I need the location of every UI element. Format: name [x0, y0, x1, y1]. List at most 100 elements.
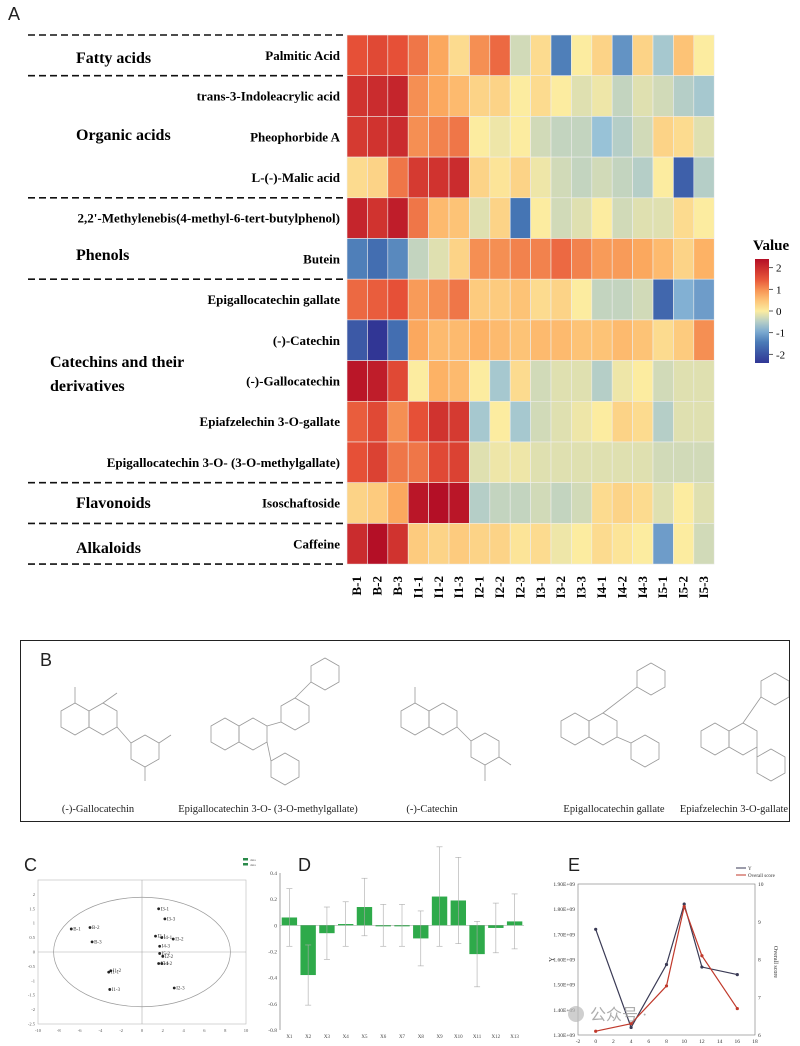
heatmap-cell	[428, 156, 450, 199]
heatmap-cell	[530, 278, 552, 321]
heatmap-cell	[346, 319, 368, 361]
molecule-structure-2	[210, 657, 340, 786]
scatter-point	[88, 926, 92, 929]
series-point	[735, 1006, 739, 1011]
heatmap-cell	[530, 75, 552, 117]
point-label: I4-3	[162, 945, 171, 950]
scatter-point	[157, 907, 161, 911]
x-tick-label: X13	[510, 1035, 519, 1040]
heatmap-cell	[367, 278, 389, 321]
heatmap-cell	[673, 360, 695, 402]
heatmap-cell	[591, 482, 613, 524]
heatmap-cell	[571, 34, 593, 77]
heatmap-cell	[489, 156, 511, 199]
y-tick-label: 1.40E+09	[553, 1008, 575, 1014]
heatmap-cell	[509, 360, 531, 402]
heatmap-cell	[632, 360, 654, 402]
series-point	[594, 927, 598, 931]
point-label: I2-2	[165, 955, 174, 960]
heatmap-cell	[591, 319, 613, 361]
heatmap-cell	[489, 441, 511, 484]
y-tick-label: -2	[31, 1007, 35, 1012]
group-label: Fatty acids	[76, 50, 151, 67]
heatmap-cell	[448, 360, 470, 402]
scatter-point	[172, 986, 176, 990]
x-tick-label: 4	[630, 1039, 633, 1045]
x-tick-label: X6	[380, 1035, 387, 1040]
panel-e-letter: E	[568, 855, 581, 875]
molecule-structure-1	[60, 687, 172, 781]
heatmap-cell	[550, 523, 572, 565]
heatmap-cell	[428, 360, 450, 402]
legend-label: data	[250, 863, 256, 867]
heatmap-cell	[530, 197, 552, 239]
y-tick-label: 1.5	[29, 906, 35, 911]
heatmap-cell	[693, 278, 715, 321]
series-point	[664, 962, 669, 967]
legend-tick-label: -2	[776, 349, 785, 361]
heatmap-cell	[387, 156, 409, 199]
heatmap-cell	[652, 34, 674, 77]
x-tick-label: 2	[162, 1028, 164, 1033]
heatmap-cell	[550, 197, 572, 239]
scatter-point	[90, 940, 94, 944]
panel-b-letter: B	[40, 650, 53, 670]
heatmap-cell	[469, 360, 491, 402]
series-point	[629, 1025, 633, 1030]
heatmap-cell	[407, 441, 429, 484]
heatmap-cell	[489, 400, 511, 443]
heatmap-cell	[530, 523, 552, 565]
heatmap-cell	[611, 278, 633, 321]
heatmap-cell	[652, 400, 674, 443]
heatmap-cell	[611, 238, 633, 280]
heatmap-cell	[448, 116, 470, 158]
heatmap-cell	[611, 116, 633, 158]
heatmap-cell	[673, 197, 695, 239]
heatmap-labels: Palmitic Acid trans-3-Indoleacrylic acid P…	[28, 34, 711, 598]
x-tick-label: 8	[665, 1039, 668, 1045]
molecule-structure-3	[400, 687, 512, 781]
molecule-structure-4	[560, 662, 666, 768]
heatmap-cell	[673, 75, 695, 117]
heatmap-cell	[571, 116, 593, 158]
y-tick-label: 1.80E+09	[553, 907, 575, 913]
heatmap-cell	[387, 523, 409, 565]
heatmap-cell	[489, 523, 511, 565]
heatmap-cell	[611, 75, 633, 117]
x-tick-label: X7	[399, 1035, 406, 1040]
x-tick-label: X12	[492, 1035, 501, 1040]
series-line	[595, 901, 738, 1029]
heatmap-cell	[387, 319, 409, 361]
x-tick-label: X2	[305, 1035, 312, 1040]
scatter-point	[154, 934, 157, 938]
heatmap-cell	[571, 523, 593, 565]
heatmap-cell	[489, 238, 511, 280]
y-tick-label: 0	[33, 950, 36, 955]
heatmap-cell	[530, 441, 552, 484]
heatmap-cell	[448, 197, 470, 239]
x-tick-label: X9	[436, 1035, 443, 1040]
watermark-text: 公众号 ·	[590, 1006, 647, 1024]
heatmap-cell	[571, 238, 593, 280]
heatmap-cell	[428, 116, 450, 158]
column-label: I3-2	[553, 576, 568, 598]
point-label: I5-2	[162, 952, 171, 957]
heatmap-cell	[550, 156, 572, 199]
series-point	[629, 1022, 633, 1026]
legend-label: Overall score	[748, 874, 776, 879]
heatmap-cell	[550, 278, 572, 321]
heatmap-cell	[387, 116, 409, 158]
column-label: I3-1	[533, 576, 548, 598]
heatmap-cell	[509, 116, 531, 158]
heatmap-cell	[673, 482, 695, 524]
heatmap-cell	[448, 319, 470, 361]
row-label: Caffeine	[293, 536, 340, 551]
heatmap-cell	[632, 116, 654, 158]
heatmap-cell	[367, 116, 389, 158]
heatmap-cell	[489, 319, 511, 361]
heatmap-cell	[693, 238, 715, 280]
watermark-icon	[568, 1006, 584, 1022]
y-tick-label: -2.5	[28, 1022, 36, 1027]
series-line	[595, 904, 738, 1032]
heatmap-cell	[428, 482, 450, 524]
